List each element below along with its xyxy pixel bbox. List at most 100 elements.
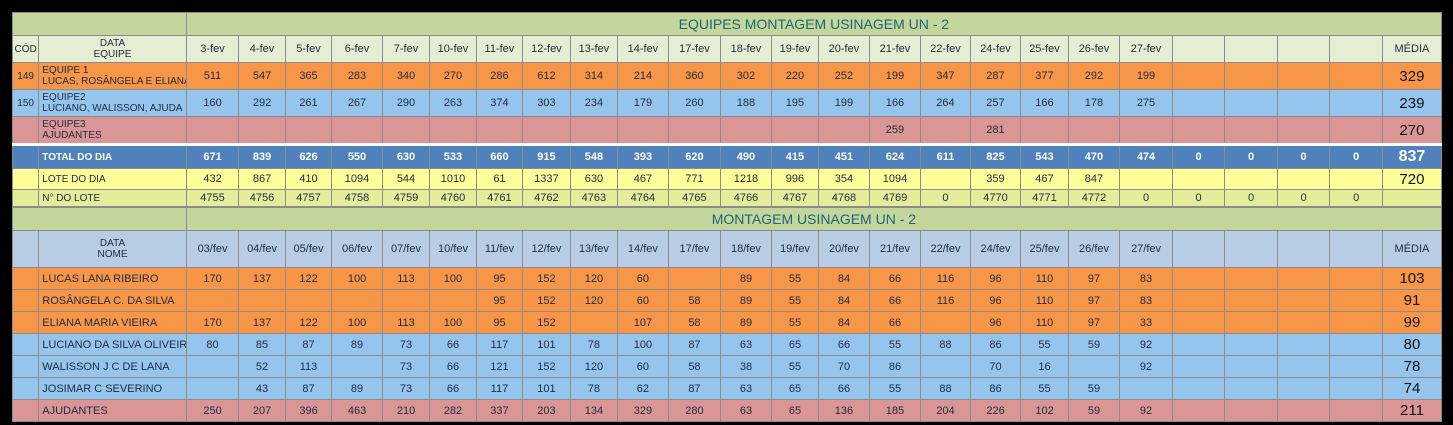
value-cell[interactable]: 92 — [1119, 355, 1173, 378]
value-cell[interactable] — [1119, 377, 1173, 400]
value-cell[interactable]: 340 — [381, 62, 431, 90]
value-cell[interactable]: 4761 — [475, 189, 524, 207]
value-cell[interactable] — [920, 168, 971, 190]
value-cell[interactable] — [1224, 377, 1278, 400]
value-cell[interactable] — [1224, 333, 1278, 356]
value-cell[interactable]: 83 — [1119, 267, 1173, 290]
blank-cell[interactable] — [11, 399, 40, 422]
value-cell[interactable] — [569, 116, 619, 145]
value-cell[interactable]: 280 — [667, 399, 722, 422]
value-cell[interactable]: 660 — [475, 143, 524, 169]
person-name[interactable]: AJUDANTES — [38, 399, 187, 422]
value-cell[interactable]: 121 — [475, 355, 524, 378]
value-cell[interactable]: 55 — [868, 333, 922, 356]
value-cell[interactable]: 290 — [381, 89, 431, 117]
value-cell[interactable]: 4771 — [1020, 189, 1069, 207]
value-cell[interactable]: 4765 — [667, 189, 722, 207]
value-cell[interactable]: 4755 — [185, 189, 240, 207]
value-cell[interactable]: 263 — [429, 89, 477, 117]
value-cell[interactable]: 281 — [969, 116, 1022, 145]
value-cell[interactable]: 87 — [284, 333, 333, 356]
value-cell[interactable]: 55 — [1020, 377, 1069, 400]
value-cell[interactable] — [1276, 168, 1331, 190]
value-cell[interactable]: 63 — [720, 377, 772, 400]
value-cell[interactable]: 511 — [185, 62, 240, 90]
value-cell[interactable] — [617, 116, 669, 145]
value-cell[interactable]: 97 — [1067, 311, 1121, 334]
value-cell[interactable]: 0 — [1329, 189, 1383, 207]
value-cell[interactable] — [1329, 355, 1383, 378]
value-cell[interactable] — [185, 377, 240, 400]
value-cell[interactable]: 62 — [617, 377, 669, 400]
value-cell[interactable]: 33 — [1119, 311, 1173, 334]
value-cell[interactable]: 55 — [770, 267, 820, 290]
value-cell[interactable]: 66 — [429, 333, 477, 356]
media-cell[interactable]: 78 — [1381, 355, 1443, 378]
value-cell[interactable]: 1010 — [429, 168, 477, 190]
value-cell[interactable]: 0 — [1119, 189, 1173, 207]
value-cell[interactable]: 4763 — [569, 189, 619, 207]
value-cell[interactable] — [569, 311, 619, 334]
value-cell[interactable]: 95 — [475, 267, 524, 290]
team-label[interactable]: EQUIPE 1 LUCAS, ROSÂNGELA E ELIANA — [38, 62, 187, 90]
value-cell[interactable]: 474 — [1119, 143, 1173, 169]
team-code[interactable] — [11, 116, 40, 145]
value-cell[interactable]: 234 — [569, 89, 619, 117]
value-cell[interactable]: 1337 — [522, 168, 571, 190]
value-cell[interactable] — [331, 116, 383, 145]
value-cell[interactable]: 0 — [1329, 143, 1383, 169]
value-cell[interactable]: 4769 — [868, 189, 922, 207]
media-cell[interactable]: 720 — [1381, 168, 1443, 190]
value-cell[interactable]: 396 — [284, 399, 333, 422]
team-code[interactable]: 149 — [11, 62, 40, 90]
value-cell[interactable] — [720, 116, 772, 145]
value-cell[interactable]: 116 — [920, 289, 971, 312]
value-cell[interactable]: 264 — [920, 89, 971, 117]
value-cell[interactable]: 89 — [720, 311, 772, 334]
value-cell[interactable]: 78 — [569, 333, 619, 356]
value-cell[interactable]: 101 — [522, 333, 571, 356]
media-cell[interactable]: 270 — [1381, 116, 1443, 145]
value-cell[interactable] — [331, 289, 383, 312]
value-cell[interactable]: 620 — [667, 143, 722, 169]
value-cell[interactable] — [1119, 168, 1173, 190]
value-cell[interactable]: 100 — [429, 267, 477, 290]
value-cell[interactable] — [1171, 267, 1226, 290]
value-cell[interactable]: 4767 — [770, 189, 820, 207]
media-cell[interactable]: 837 — [1381, 143, 1443, 169]
value-cell[interactable]: 314 — [569, 62, 619, 90]
value-cell[interactable]: 359 — [969, 168, 1022, 190]
value-cell[interactable]: 152 — [522, 289, 571, 312]
value-cell[interactable]: 1218 — [720, 168, 772, 190]
value-cell[interactable] — [1224, 311, 1278, 334]
value-cell[interactable]: 55 — [868, 377, 922, 400]
value-cell[interactable]: 267 — [331, 89, 383, 117]
value-cell[interactable]: 415 — [770, 143, 820, 169]
value-cell[interactable]: 120 — [569, 289, 619, 312]
media-cell[interactable]: 91 — [1381, 289, 1443, 312]
value-cell[interactable]: 354 — [818, 168, 870, 190]
value-cell[interactable]: 70 — [969, 355, 1022, 378]
value-cell[interactable]: 170 — [185, 267, 240, 290]
value-cell[interactable]: 626 — [284, 143, 333, 169]
value-cell[interactable]: 195 — [770, 89, 820, 117]
value-cell[interactable] — [1276, 89, 1331, 117]
person-name[interactable]: WALISSON J C DE LANA — [38, 355, 187, 378]
value-cell[interactable]: 4758 — [331, 189, 383, 207]
value-cell[interactable] — [238, 289, 286, 312]
value-cell[interactable]: 96 — [969, 311, 1022, 334]
value-cell[interactable]: 120 — [569, 267, 619, 290]
media-cell[interactable]: 80 — [1381, 333, 1443, 356]
value-cell[interactable]: 83 — [1119, 289, 1173, 312]
media-cell[interactable]: 329 — [1381, 62, 1443, 90]
value-cell[interactable] — [1067, 355, 1121, 378]
blank-cell[interactable] — [11, 143, 40, 169]
value-cell[interactable]: 66 — [868, 311, 922, 334]
value-cell[interactable] — [1329, 399, 1383, 422]
value-cell[interactable]: 0 — [1276, 143, 1331, 169]
blank-cell[interactable] — [11, 168, 40, 190]
value-cell[interactable]: 87 — [667, 377, 722, 400]
value-cell[interactable]: 84 — [818, 311, 870, 334]
value-cell[interactable] — [1329, 62, 1383, 90]
value-cell[interactable]: 117 — [475, 333, 524, 356]
